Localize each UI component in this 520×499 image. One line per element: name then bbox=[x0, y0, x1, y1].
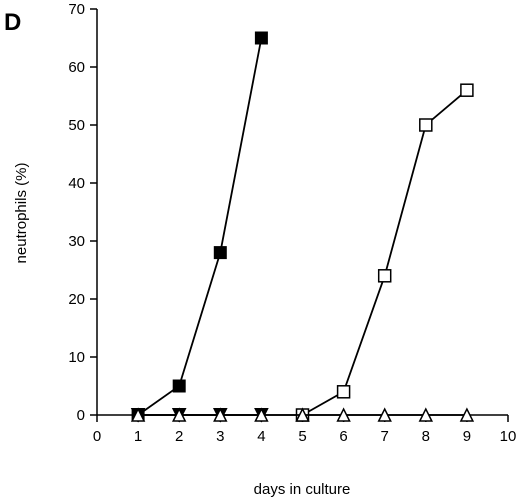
y-axis-title: neutrophils (%) bbox=[13, 163, 30, 264]
ticks: 0 1 2 3 4 5 6 7 8 9 10 0 10 20 30 40 50 60 70 bbox=[68, 1, 516, 445]
x-tick-label: 3 bbox=[216, 428, 224, 445]
panel-label: D bbox=[4, 9, 21, 36]
series-layer bbox=[130, 31, 475, 423]
data-point bbox=[295, 407, 310, 422]
x-tick-label: 7 bbox=[381, 428, 389, 445]
x-tick-label: 1 bbox=[134, 428, 142, 445]
y-tick-label: 60 bbox=[68, 59, 85, 76]
x-tick-label: 4 bbox=[257, 428, 265, 445]
data-point bbox=[336, 407, 351, 422]
x-axis-title: days in culture bbox=[254, 481, 351, 498]
data-point bbox=[213, 246, 227, 260]
series-line bbox=[137, 37, 263, 416]
y-tick-label: 40 bbox=[68, 175, 85, 192]
data-point bbox=[419, 118, 433, 132]
y-tick-label: 30 bbox=[68, 233, 85, 250]
x-tick-label: 5 bbox=[298, 428, 306, 445]
y-tick-label: 10 bbox=[68, 349, 85, 366]
data-point bbox=[172, 379, 186, 393]
x-tick-label: 2 bbox=[175, 428, 183, 445]
data-point bbox=[418, 407, 434, 422]
y-tick-label: 0 bbox=[77, 407, 85, 424]
x-tick-label: 10 bbox=[500, 428, 517, 445]
x-tick-label: 6 bbox=[339, 428, 347, 445]
data-point bbox=[130, 407, 146, 422]
y-tick-label: 70 bbox=[68, 1, 85, 18]
data-point bbox=[213, 407, 228, 422]
data-point bbox=[377, 269, 392, 283]
series-2 bbox=[295, 83, 474, 422]
x-tick-label: 9 bbox=[463, 428, 471, 445]
data-point bbox=[254, 407, 269, 422]
data-point bbox=[171, 407, 187, 422]
data-point bbox=[460, 83, 474, 97]
series-4 bbox=[130, 407, 475, 422]
data-point bbox=[377, 407, 392, 422]
series-1 bbox=[131, 31, 268, 422]
y-tick-label: 50 bbox=[68, 117, 85, 134]
data-point bbox=[336, 385, 351, 399]
x-tick-label: 8 bbox=[422, 428, 430, 445]
data-point bbox=[459, 407, 475, 422]
x-tick-label: 0 bbox=[93, 428, 101, 445]
series-line bbox=[302, 89, 468, 416]
data-point bbox=[254, 31, 268, 45]
axes bbox=[96, 9, 508, 416]
y-tick-label: 20 bbox=[68, 291, 85, 308]
